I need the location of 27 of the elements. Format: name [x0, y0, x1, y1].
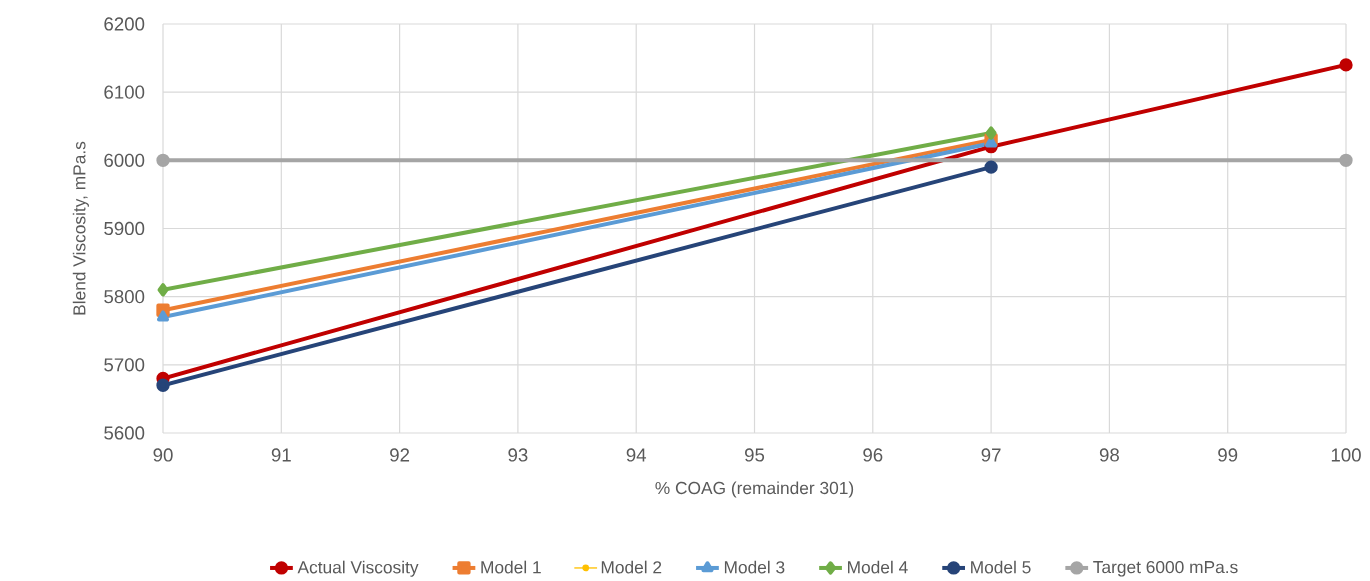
y-tick-label: 5700 — [104, 358, 145, 372]
y-tick-label: 6100 — [104, 85, 145, 99]
x-tick-label: 91 — [271, 448, 291, 462]
x-tick-label: 100 — [1331, 448, 1361, 462]
legend-label: Model 3 — [724, 560, 785, 574]
y-tick-label: 6000 — [104, 153, 145, 167]
x-tick-label: 92 — [390, 448, 410, 462]
x-tick-label: 99 — [1218, 448, 1238, 462]
x-tick-label: 93 — [508, 448, 528, 462]
legend-label: Model 5 — [971, 560, 1031, 574]
y-axis-title: Blend Viscosity, mPa.s — [72, 141, 89, 315]
legend-label: Model 1 — [481, 560, 541, 574]
y-tick-label: 6200 — [104, 17, 145, 31]
x-tick-label: 95 — [745, 448, 765, 462]
x-tick-label: 96 — [863, 448, 883, 462]
y-tick-label: 5900 — [104, 221, 145, 236]
y-tick-label: 5800 — [104, 290, 145, 304]
legend-label: Model 2 — [601, 560, 662, 574]
x-tick-label: 97 — [981, 448, 1001, 462]
x-tick-label: 98 — [1099, 448, 1119, 462]
legend-label: Actual Viscosity — [297, 560, 419, 577]
legend-label: Target 6000 mPa.s — [1093, 560, 1238, 577]
x-axis-title: % COAG (remainder 301) — [655, 481, 854, 498]
x-tick-label: 90 — [153, 448, 173, 462]
y-tick-label: 5600 — [104, 426, 145, 440]
x-tick-label: 94 — [626, 448, 647, 462]
legend-label: Model 4 — [848, 560, 908, 574]
